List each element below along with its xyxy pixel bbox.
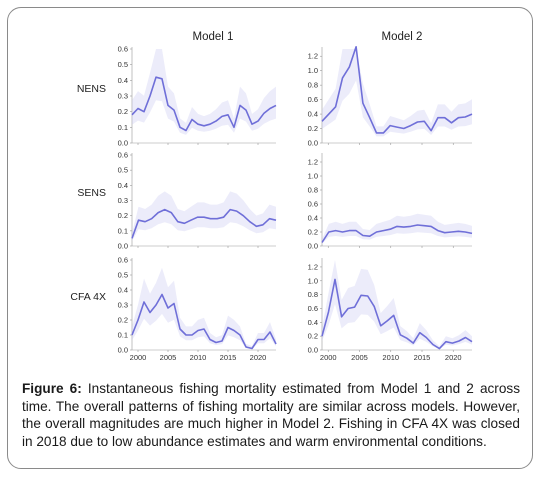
y-tick-label: 0.2 [118,107,128,116]
column-title-2: Model 2 [382,31,423,43]
x-tick-label: 2000 [130,353,147,362]
y-tick-label: 0.8 [308,81,318,90]
series-line-nens-model-2 [321,45,473,134]
y-tick-label: 0.4 [118,286,128,295]
y-tick-label: 0.5 [118,271,128,280]
x-tick-label: 2010 [382,353,399,362]
series-line-nens-model-1 [131,76,277,132]
row-label-nens: NENS [77,83,106,95]
y-tick-label: 0.0 [308,139,318,148]
uncertainty-band-nens-model-2 [322,49,472,137]
uncertainty-band-cfa-4x-model-1 [132,267,276,349]
y-tick-label: 1.0 [308,66,318,75]
caption-label: Figure 6: [22,381,82,396]
y-tick-label: 1.2 [308,158,318,167]
y-tick-label: 0.1 [118,331,128,340]
y-tick-label: 0.0 [308,346,318,355]
y-tick-label: 0.4 [308,214,318,223]
y-tick-label: 0.3 [118,301,128,310]
column-title-1: Model 1 [193,31,234,43]
y-tick-label: 0.0 [118,139,128,148]
y-tick-label: 0.8 [308,186,318,195]
y-tick-label: 0.6 [308,200,318,209]
y-tick-label: 0.0 [118,242,128,251]
x-tick-label: 2015 [414,353,431,362]
uncertainty-band-sens-model-2 [322,213,472,244]
y-tick-label: 1.2 [308,52,318,61]
y-tick-label: 1.0 [308,276,318,285]
y-tick-label: 0.2 [308,332,318,341]
y-tick-label: 0.2 [118,316,128,325]
series-line-cfa-4x-model-2 [321,278,473,350]
uncertainty-band-cfa-4x-model-2 [322,260,472,350]
y-tick-label: 0.1 [118,226,128,235]
series-line-sens-model-1 [131,208,277,239]
figure-caption: Figure 6: Instantaneous fishing mortalit… [22,380,520,450]
uncertainty-band-sens-model-1 [132,191,276,242]
y-tick-label: 0.0 [118,346,128,355]
y-tick-label: 0.2 [308,124,318,133]
y-tick-label: 0.6 [118,45,128,54]
figure-frame [7,7,533,469]
y-tick-label: 0.6 [308,95,318,104]
y-tick-label: 0.6 [118,256,128,265]
y-tick-label: 0.1 [118,123,128,132]
x-tick-label: 2010 [190,353,207,362]
y-tick-label: 0.2 [118,211,128,220]
x-tick-label: 2005 [160,353,177,362]
y-tick-label: 0.3 [118,92,128,101]
x-tick-label: 2015 [220,353,237,362]
row-label-sens: SENS [77,187,106,199]
y-tick-label: 0.3 [118,196,128,205]
series-line-cfa-4x-model-1 [131,293,277,350]
row-label-cfa-4x: CFA 4X [70,291,106,303]
caption-text: Instantaneous fishing mortality estimate… [22,381,520,449]
x-tick-label: 2020 [250,353,267,362]
fishing-mortality-chart: Model 1 Model 2 NENS SENS CFA 4X 0.0 0.1 0.2 0.3… [70,31,473,362]
y-tick-label: 1.2 [308,262,318,271]
y-tick-label: 0.6 [118,151,128,160]
y-tick-label: 0.5 [118,60,128,69]
y-tick-label: 0.4 [308,318,318,327]
y-tick-label: 0.0 [308,242,318,251]
y-tick-label: 0.5 [118,166,128,175]
y-tick-label: 0.6 [308,304,318,313]
y-tick-label: 0.2 [308,228,318,237]
x-tick-label: 2000 [320,353,337,362]
y-tick-label: 0.4 [118,76,128,85]
y-tick-label: 1.0 [308,172,318,181]
y-tick-label: 0.8 [308,290,318,299]
y-tick-label: 0.4 [308,110,318,119]
x-tick-label: 2005 [351,353,368,362]
x-tick-label: 2020 [445,353,462,362]
y-tick-label: 0.4 [118,181,128,190]
series-line-sens-model-2 [321,224,473,243]
uncertainty-band-nens-model-1 [132,49,276,135]
